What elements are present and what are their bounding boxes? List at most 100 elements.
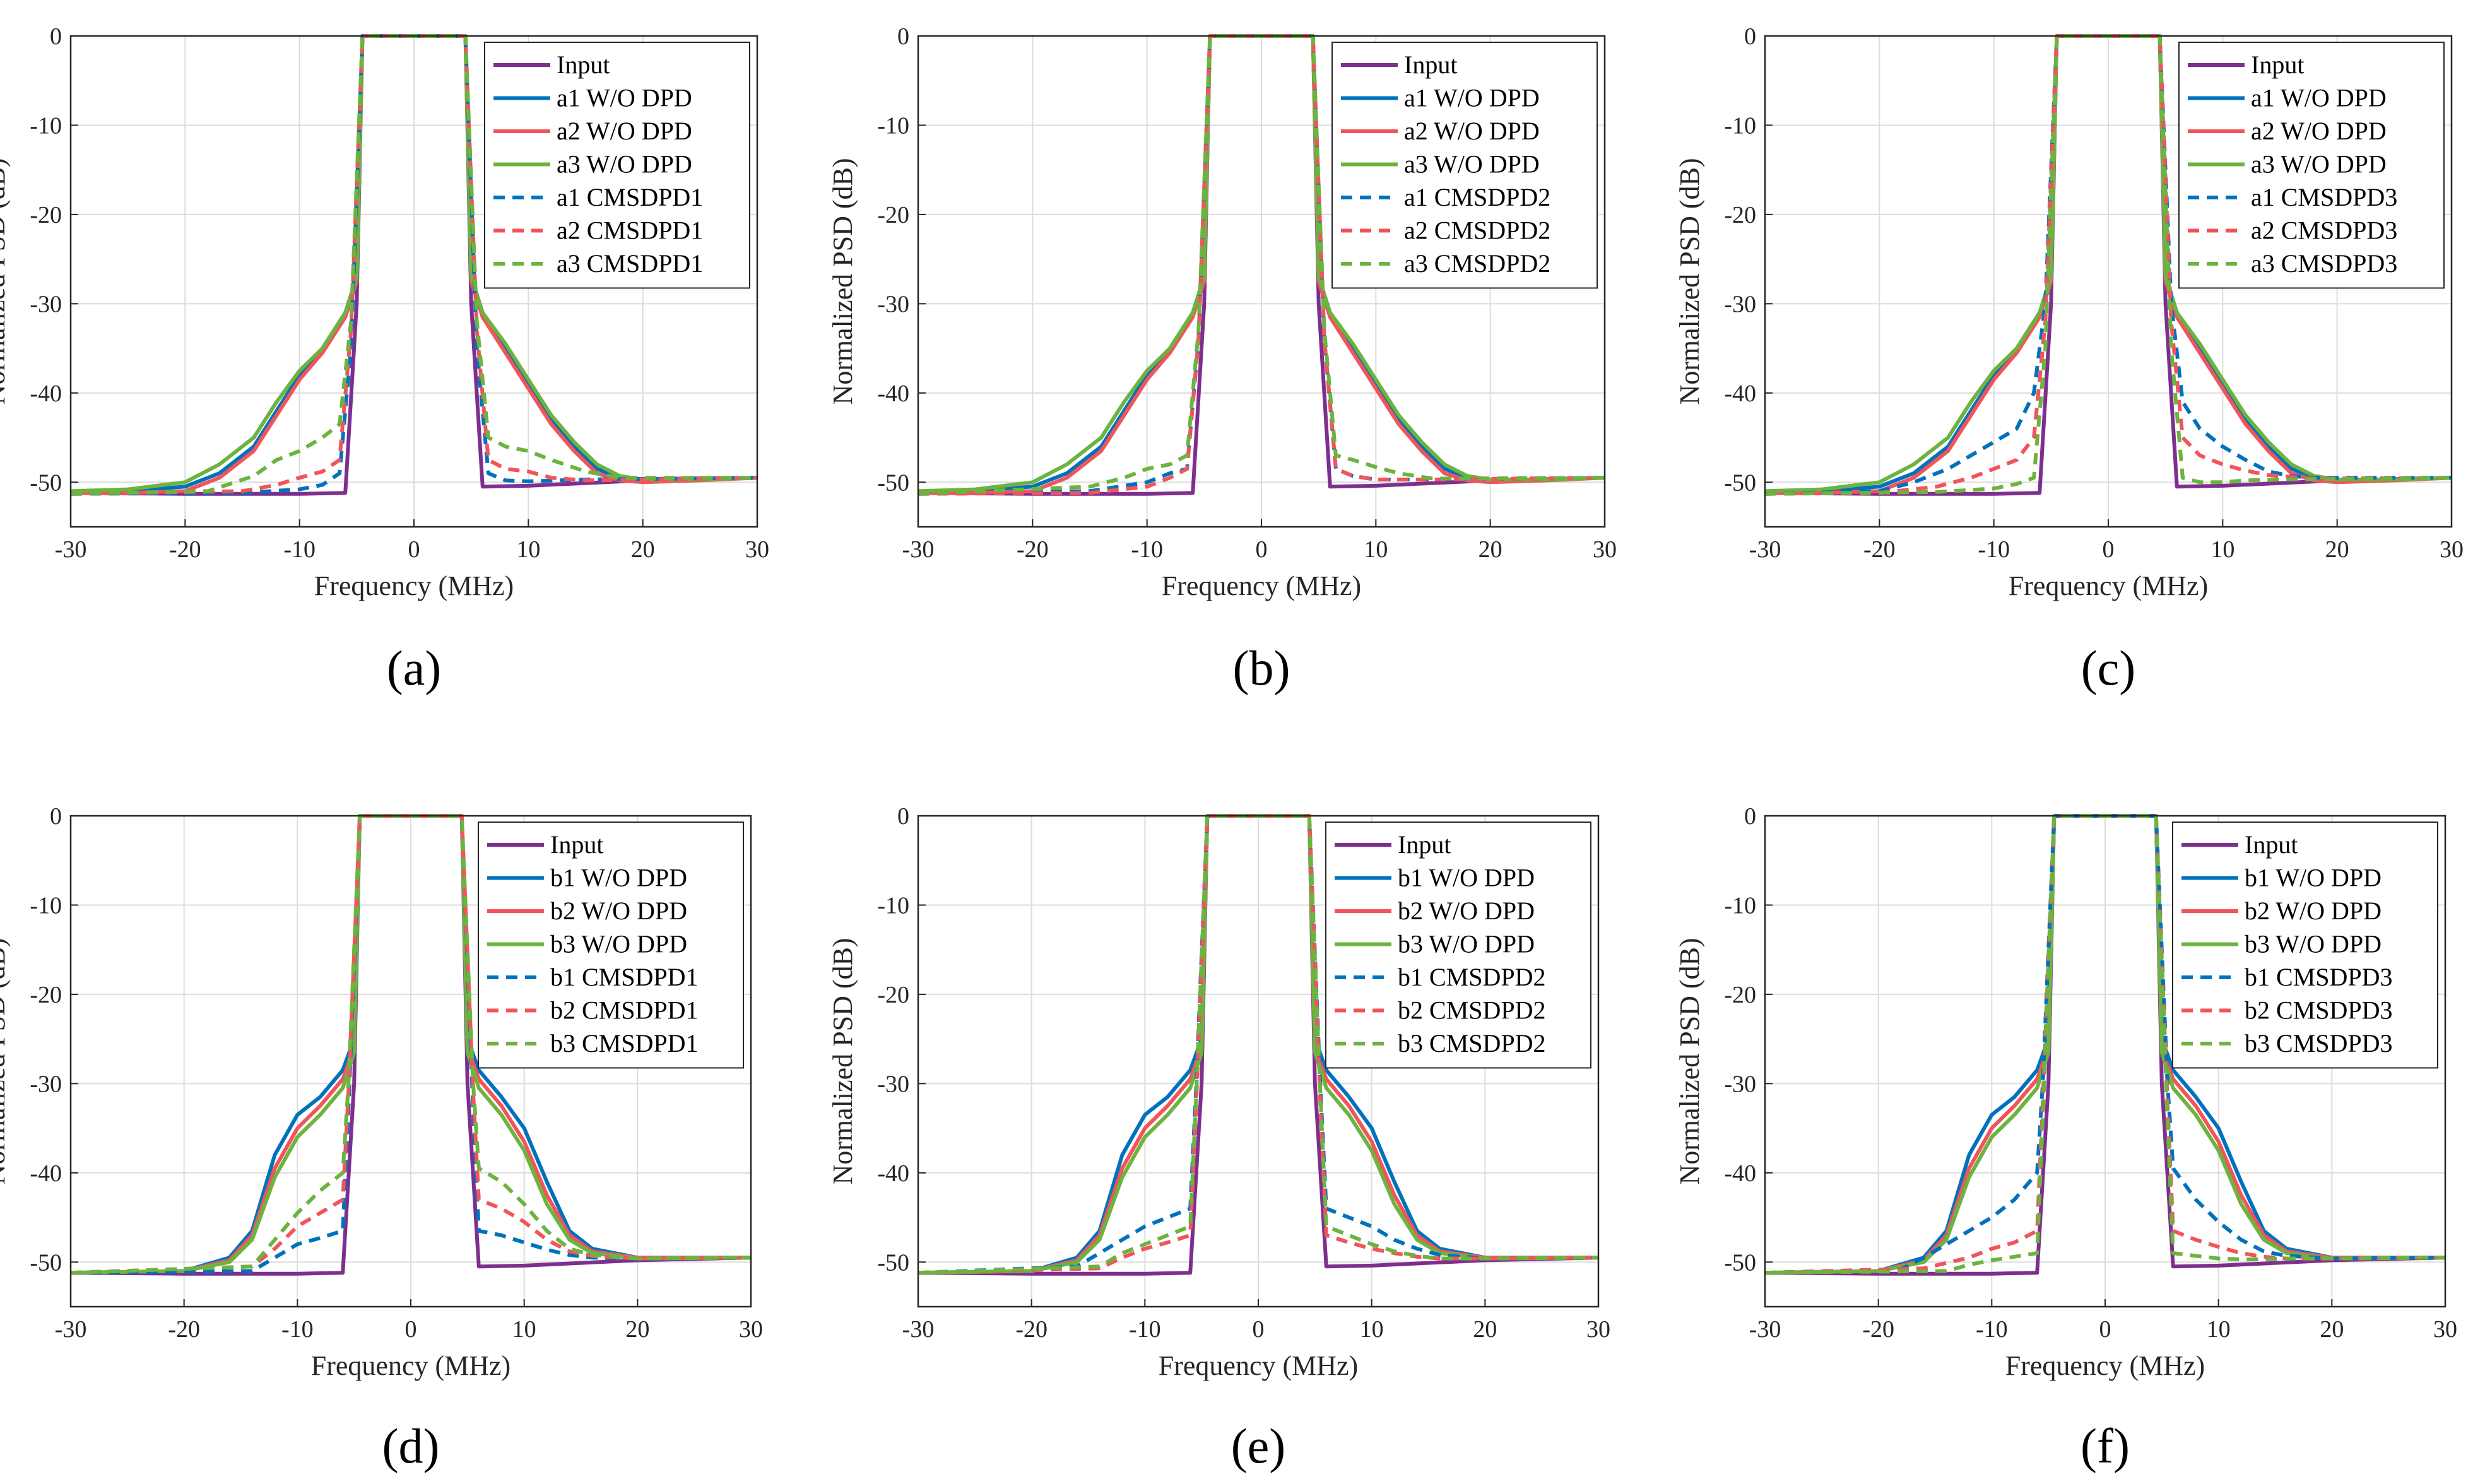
legend-entry: a2 CMSDPD3 bbox=[2251, 216, 2397, 245]
y-tick-label: -50 bbox=[877, 1249, 909, 1276]
x-tick-label: -20 bbox=[168, 1316, 200, 1343]
series-line-b3-cmsdpd2 bbox=[918, 814, 1599, 1275]
x-tick-label: 10 bbox=[1360, 1316, 1384, 1343]
x-tick-label: 30 bbox=[2433, 1316, 2457, 1343]
panel-caption: (e) bbox=[1231, 1418, 1286, 1473]
legend-entry: b2 W/O DPD bbox=[2245, 897, 2382, 925]
series-line-b1-cmsdpd2 bbox=[918, 814, 1599, 1275]
x-tick-label: -30 bbox=[1749, 1316, 1781, 1343]
x-tick-label: -30 bbox=[902, 536, 935, 563]
legend-entry: b3 W/O DPD bbox=[550, 930, 687, 958]
legend-entry: b2 W/O DPD bbox=[550, 897, 687, 925]
x-tick-label: 20 bbox=[2325, 536, 2349, 563]
series-line-a1-cmsdpd3 bbox=[1764, 34, 2452, 496]
legend-entry: b1 W/O DPD bbox=[550, 864, 687, 892]
y-tick-label: -30 bbox=[30, 1071, 62, 1097]
legend: Input a1 W/O DPD a2 W/O DPD a3 W/O DPD a1 CM… bbox=[484, 42, 750, 289]
x-tick-label: 0 bbox=[2103, 536, 2115, 563]
legend: Input a1 W/O DPD a2 W/O DPD a3 W/O DPD a1 CM… bbox=[2178, 42, 2445, 289]
x-tick-label: 30 bbox=[1586, 1316, 1610, 1343]
y-tick-label: -40 bbox=[877, 1160, 909, 1187]
x-tick-label: 0 bbox=[2099, 1316, 2111, 1343]
x-tick-label: -30 bbox=[55, 1316, 87, 1343]
legend-entry: a1 CMSDPD1 bbox=[557, 183, 703, 211]
x-tick-label: -10 bbox=[1131, 536, 1163, 563]
y-tick-label: -20 bbox=[877, 982, 909, 1008]
x-tick-label: 20 bbox=[631, 536, 655, 563]
legend-entry: Input bbox=[1398, 830, 1451, 859]
legend-entry: a2 CMSDPD2 bbox=[1404, 216, 1550, 245]
legend-entry: b1 W/O DPD bbox=[1398, 864, 1535, 892]
x-tick-label: 0 bbox=[1256, 536, 1268, 563]
y-tick-label: -40 bbox=[1724, 1160, 1756, 1187]
legend-entry: b3 CMSDPD3 bbox=[2245, 1029, 2393, 1057]
x-tick-label: -30 bbox=[902, 1316, 935, 1343]
panel-caption: (d) bbox=[382, 1418, 440, 1473]
series-line-b2-cmsdpd2 bbox=[918, 814, 1599, 1275]
y-axis-label: Normalized PSD (dB) bbox=[1674, 158, 1705, 404]
x-tick-label: -10 bbox=[1129, 1316, 1161, 1343]
x-tick-label: 20 bbox=[1473, 1316, 1497, 1343]
legend-entry: b1 CMSDPD2 bbox=[1398, 963, 1546, 991]
x-tick-label: 30 bbox=[739, 1316, 763, 1343]
y-tick-label: -20 bbox=[877, 202, 909, 228]
axes-frame bbox=[69, 815, 752, 1308]
legend-entry: a3 CMSDPD2 bbox=[1404, 249, 1550, 278]
legend-entry: b2 W/O DPD bbox=[1398, 897, 1535, 925]
panel-caption: (b) bbox=[1233, 640, 1290, 695]
axes-frame bbox=[917, 815, 1600, 1308]
x-tick-label: 10 bbox=[1364, 536, 1388, 563]
legend-entry: a3 W/O DPD bbox=[2251, 150, 2387, 179]
x-tick-label: -20 bbox=[1017, 536, 1049, 563]
legend-entry: a1 W/O DPD bbox=[557, 84, 692, 112]
legend-entry: a2 CMSDPD1 bbox=[557, 216, 703, 245]
y-tick-label: -40 bbox=[30, 1160, 62, 1187]
y-axis-label: Normalized PSD (dB) bbox=[1674, 938, 1705, 1184]
y-tick-label: -10 bbox=[877, 112, 909, 139]
panel-e: -30 -20 -10 0 10 20 30 0 -10 -20 -30 -40 -50 Frequenc… bbox=[827, 803, 1610, 1473]
y-tick-label: 0 bbox=[50, 803, 62, 830]
y-tick-label: -30 bbox=[1724, 1071, 1756, 1097]
y-axis-label: Normalized PSD (dB) bbox=[0, 158, 11, 404]
y-tick-label: 0 bbox=[897, 803, 909, 830]
legend-entry: a3 CMSDPD3 bbox=[2251, 249, 2397, 278]
x-axis-label: Frequency (MHz) bbox=[314, 570, 514, 601]
y-tick-label: -10 bbox=[30, 892, 62, 919]
x-tick-label: -10 bbox=[283, 536, 316, 563]
x-tick-label: -10 bbox=[281, 1316, 314, 1343]
legend-entry: b1 CMSDPD3 bbox=[2245, 963, 2393, 991]
y-tick-label: -40 bbox=[877, 380, 909, 407]
y-tick-label: -40 bbox=[30, 380, 62, 407]
y-axis-label: Normalized PSD (dB) bbox=[827, 938, 858, 1184]
y-tick-label: -10 bbox=[877, 892, 909, 919]
x-axis-label: Frequency (MHz) bbox=[2005, 1350, 2205, 1381]
series-line-a2-cmsdpd1 bbox=[70, 34, 758, 496]
legend-entry: a1 W/O DPD bbox=[2251, 84, 2387, 112]
panel-b: -30 -20 -10 0 10 20 30 0 -10 -20 -30 -40 -50 Frequenc… bbox=[827, 23, 1617, 695]
legend: Input b1 W/O DPD b2 W/O DPD b3 W/O DPD b1 CM… bbox=[1325, 822, 1591, 1069]
x-axis-label: Frequency (MHz) bbox=[1159, 1350, 1358, 1381]
legend: Input b1 W/O DPD b2 W/O DPD b3 W/O DPD b1 CM… bbox=[2172, 822, 2438, 1069]
axes-frame bbox=[1764, 815, 2447, 1308]
panel-caption: (a) bbox=[387, 640, 442, 695]
y-tick-label: -30 bbox=[877, 1071, 909, 1097]
x-axis-label: Frequency (MHz) bbox=[311, 1350, 511, 1381]
axes-frame bbox=[1764, 35, 2453, 528]
x-tick-label: 10 bbox=[2211, 536, 2234, 563]
x-tick-label: 0 bbox=[405, 1316, 417, 1343]
legend-entry: a3 W/O DPD bbox=[1404, 150, 1540, 179]
legend-entry: b2 CMSDPD3 bbox=[2245, 996, 2393, 1025]
series-line-b2-cmsdpd3 bbox=[1764, 814, 2446, 1275]
x-tick-label: 0 bbox=[1253, 1316, 1265, 1343]
series-line-b1-cmsdpd1 bbox=[70, 814, 752, 1275]
x-tick-label: 20 bbox=[1479, 536, 1502, 563]
axes-frame bbox=[917, 35, 1606, 528]
series-line-a1-cmsdpd2 bbox=[918, 34, 1605, 496]
x-tick-label: -10 bbox=[1976, 1316, 2008, 1343]
x-tick-label: -20 bbox=[1862, 1316, 1894, 1343]
y-tick-label: -30 bbox=[877, 291, 909, 317]
legend-entry: a3 CMSDPD1 bbox=[557, 249, 703, 278]
legend-entry: Input bbox=[557, 50, 610, 79]
panel-c: -30 -20 -10 0 10 20 30 0 -10 -20 -30 -40 -50 Frequenc… bbox=[1674, 23, 2464, 695]
